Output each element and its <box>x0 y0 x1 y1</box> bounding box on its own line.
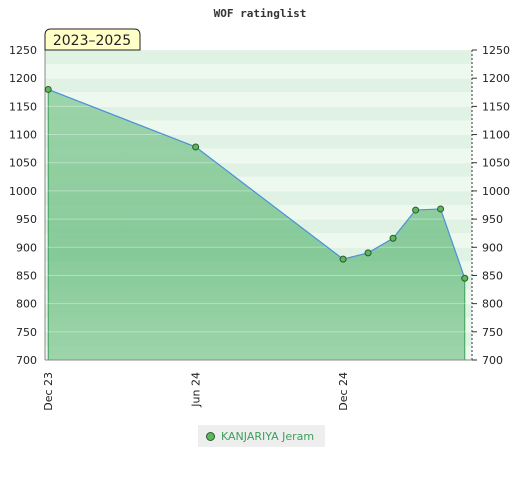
x-ticks: Dec 23 Jun 24 Dec 24 <box>42 372 350 411</box>
data-point <box>364 249 372 257</box>
y-tick-label-right: 700 <box>482 354 503 367</box>
y-ticks-right: 700 750 800 850 900 950 1000 1050 1100 1150 1200 12… <box>472 44 510 367</box>
y-tick-label-right: 1200 <box>482 72 510 85</box>
legend-marker <box>206 431 215 441</box>
data-point <box>461 274 469 282</box>
y-tick-label-left: 800 <box>16 298 37 311</box>
y-tick-label-left: 1150 <box>9 100 37 113</box>
y-tick-label-left: 900 <box>16 241 37 254</box>
period-badge-label: 2023–2025 <box>53 33 131 49</box>
y-tick-label-right: 1150 <box>482 100 510 113</box>
period-badge: 2023–2025 <box>44 28 141 51</box>
y-tick-label-left: 850 <box>16 269 37 282</box>
x-tick-label: Jun 24 <box>190 372 203 408</box>
y-tick-label-right: 1100 <box>482 129 510 142</box>
y-tick-label-right: 800 <box>482 298 503 311</box>
background-band <box>45 64 472 79</box>
y-tick-label-right: 750 <box>482 326 503 339</box>
background-band <box>45 92 472 107</box>
y-tick-label-left: 700 <box>16 354 37 367</box>
y-tick-label-left: 750 <box>16 326 37 339</box>
data-point <box>389 234 397 242</box>
data-point <box>44 85 52 93</box>
period-badge-bg <box>44 28 141 51</box>
y-tick-label-right: 1050 <box>482 157 510 170</box>
data-point <box>412 206 420 214</box>
series-line <box>48 88 466 279</box>
y-tick-label-right: 1250 <box>482 44 510 57</box>
y-ticks-left: 700 750 800 850 900 950 1000 1050 1100 1150 1200 12… <box>9 44 37 367</box>
area-layer <box>47 89 466 361</box>
data-point <box>192 143 200 151</box>
background-band <box>45 106 472 121</box>
background-band <box>45 50 472 65</box>
axes <box>44 50 473 361</box>
y-tick-label-right: 1000 <box>482 185 510 198</box>
legend: KANJARIYA Jeram <box>198 425 325 447</box>
y-tick-label-right: 950 <box>482 213 503 226</box>
data-point <box>339 255 347 263</box>
chart-title: WOF ratinglist <box>214 7 307 20</box>
x-tick-label: Dec 23 <box>42 372 55 411</box>
legend-label: KANJARIYA Jeram <box>221 429 315 443</box>
y-tick-label-left: 1000 <box>9 185 37 198</box>
series-layer <box>48 88 466 279</box>
y-tick-label-left: 1200 <box>9 72 37 85</box>
y-tick-label-left: 1100 <box>9 129 37 142</box>
series-area <box>48 89 465 361</box>
background-band <box>45 78 472 93</box>
data-points <box>44 85 469 282</box>
y-tick-label-right: 850 <box>482 269 503 282</box>
y-tick-label-right: 900 <box>482 241 503 254</box>
grid-lines <box>45 49 472 333</box>
data-point <box>437 205 445 213</box>
x-tick-label: Dec 24 <box>337 372 350 411</box>
y-tick-label-left: 1250 <box>9 44 37 57</box>
y-tick-label-left: 1050 <box>9 157 37 170</box>
y-tick-label-left: 950 <box>16 213 37 226</box>
